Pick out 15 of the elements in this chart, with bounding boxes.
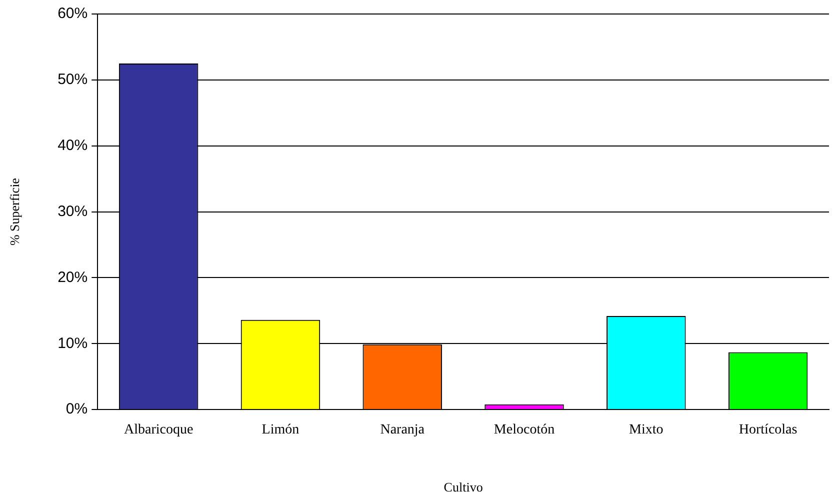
y-axis-title: % Superficie [7,178,22,246]
y-tick-label: 10% [58,334,88,352]
y-tick-label: 40% [58,137,88,154]
x-tick-label: Melocotón [494,422,555,438]
y-tick-label: 30% [58,202,88,220]
x-tick-label: Mixto [629,422,664,438]
y-tick-label: 50% [58,71,88,88]
x-axis-title: Cultivo [444,480,483,495]
x-tick-label: Naranja [380,422,426,438]
y-tick-label: 20% [58,268,88,286]
y-tick-label: 60% [58,5,88,22]
x-tick-label: Albaricoque [124,422,194,438]
x-tick-label: Limón [262,422,300,438]
y-tick-label: 0% [66,400,88,418]
x-tick-label: Hortícolas [738,422,798,438]
